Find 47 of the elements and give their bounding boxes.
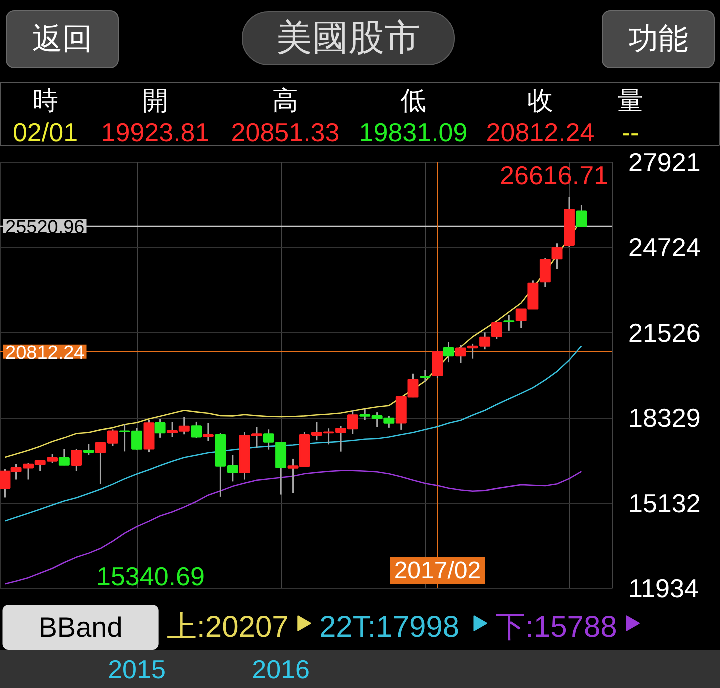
- legend-label: 上:20207: [167, 611, 289, 644]
- text: 開: [142, 86, 168, 116]
- line-series: [4, 470, 582, 585]
- text: 02/01: [12, 118, 78, 148]
- legend-label: 下:15788: [496, 611, 618, 644]
- x-tick-label: 2016: [252, 654, 310, 684]
- candlestick: [504, 314, 515, 332]
- text: 20851.33: [231, 118, 340, 148]
- candlestick: [191, 421, 202, 439]
- ref-line-label: 2017/02: [394, 558, 482, 584]
- x-tick-label: 2015: [108, 654, 166, 684]
- candlestick: [154, 418, 166, 439]
- candlestick: [432, 350, 444, 379]
- text: --: [622, 118, 640, 148]
- candlestick: [576, 204, 588, 228]
- text: 量: [618, 86, 644, 116]
- candlestick: [202, 422, 214, 442]
- text: 時: [32, 86, 58, 116]
- y-tick-label: 21526: [628, 318, 701, 348]
- text: 19923.81: [101, 118, 210, 148]
- text: 低: [400, 86, 426, 116]
- text: 20812.24: [486, 118, 595, 148]
- y-tick-label: 27921: [628, 148, 701, 178]
- legend-label: 22T:17998: [319, 611, 460, 644]
- candlestick: [420, 369, 431, 383]
- candlestick: [83, 443, 94, 456]
- text: 返回: [32, 22, 92, 57]
- candlestick: [491, 321, 502, 340]
- text: 19831.09: [359, 118, 468, 148]
- text: 功能: [628, 22, 688, 57]
- legend-title: BBand: [38, 612, 123, 643]
- line-series: [4, 345, 582, 522]
- y-tick-label: 11934: [628, 574, 699, 604]
- candlestick: [71, 448, 82, 472]
- ref-line-label: 20812.24: [6, 342, 86, 364]
- chart-title: 美國股市: [276, 18, 420, 59]
- y-tick-label: 15132: [628, 488, 701, 518]
- ref-line-label: 25520.96: [6, 217, 85, 238]
- annotation: 26616.71: [500, 160, 609, 190]
- text: 收: [528, 86, 554, 116]
- candlestick: [58, 448, 70, 466]
- text: 高: [272, 86, 298, 116]
- annotation: 15340.69: [96, 562, 205, 592]
- candlestick: [443, 342, 454, 364]
- y-tick-label: 18329: [628, 403, 701, 434]
- y-tick-label: 24724: [628, 232, 701, 263]
- candlestick: [263, 428, 274, 451]
